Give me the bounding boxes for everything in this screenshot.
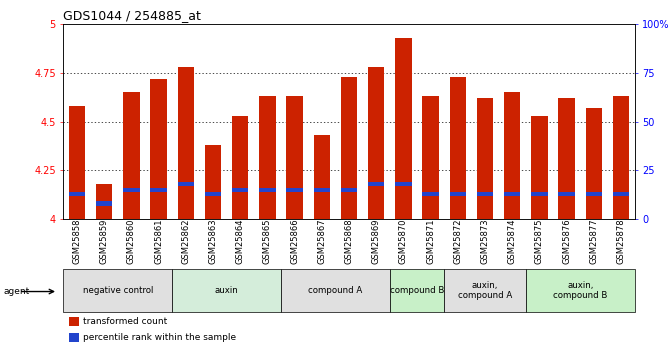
Bar xyxy=(150,188,167,192)
Text: GSM25877: GSM25877 xyxy=(589,218,599,264)
Bar xyxy=(69,191,86,196)
Bar xyxy=(422,96,439,219)
Bar xyxy=(368,67,384,219)
Text: GSM25872: GSM25872 xyxy=(454,218,462,264)
Bar xyxy=(69,106,86,219)
Text: GSM25858: GSM25858 xyxy=(73,218,81,264)
Text: GSM25867: GSM25867 xyxy=(317,218,327,264)
Bar xyxy=(558,98,574,219)
Bar xyxy=(504,191,520,196)
Text: GSM25876: GSM25876 xyxy=(562,218,571,264)
Text: GSM25864: GSM25864 xyxy=(236,218,244,264)
Bar xyxy=(124,188,140,192)
Bar xyxy=(96,184,112,219)
Text: auxin: auxin xyxy=(215,286,238,295)
Text: GSM25868: GSM25868 xyxy=(345,218,353,264)
Bar xyxy=(178,67,194,219)
Bar xyxy=(395,38,411,219)
Bar xyxy=(178,182,194,186)
Bar xyxy=(314,135,330,219)
Text: auxin,
compound A: auxin, compound A xyxy=(458,281,512,300)
Bar xyxy=(477,98,493,219)
Bar xyxy=(259,96,276,219)
Bar xyxy=(586,108,602,219)
Text: agent: agent xyxy=(3,287,29,296)
Text: percentile rank within the sample: percentile rank within the sample xyxy=(84,333,236,342)
Bar xyxy=(422,191,439,196)
Text: GSM25874: GSM25874 xyxy=(508,218,517,264)
Bar xyxy=(450,77,466,219)
Bar xyxy=(390,269,444,312)
Text: auxin,
compound B: auxin, compound B xyxy=(553,281,607,300)
Bar xyxy=(287,96,303,219)
Text: GSM25860: GSM25860 xyxy=(127,218,136,264)
Text: GSM25870: GSM25870 xyxy=(399,218,408,264)
Text: compound A: compound A xyxy=(309,286,363,295)
Text: GSM25863: GSM25863 xyxy=(208,218,218,264)
Text: transformed count: transformed count xyxy=(84,317,168,326)
Text: GSM25878: GSM25878 xyxy=(617,218,625,264)
Bar xyxy=(368,182,384,186)
Bar xyxy=(531,116,548,219)
Bar xyxy=(395,182,411,186)
Text: GSM25873: GSM25873 xyxy=(480,218,490,264)
Bar xyxy=(526,269,635,312)
Bar xyxy=(63,269,172,312)
Bar xyxy=(450,191,466,196)
Text: GSM25875: GSM25875 xyxy=(535,218,544,264)
Bar xyxy=(531,191,548,196)
Bar xyxy=(314,188,330,192)
Text: compound B: compound B xyxy=(390,286,444,295)
Bar xyxy=(287,188,303,192)
Bar xyxy=(232,116,248,219)
Text: GSM25865: GSM25865 xyxy=(263,218,272,264)
Bar xyxy=(613,96,629,219)
Bar xyxy=(150,79,167,219)
Text: GSM25859: GSM25859 xyxy=(100,218,109,264)
Bar xyxy=(124,92,140,219)
Bar xyxy=(586,191,602,196)
Bar xyxy=(259,188,276,192)
Bar xyxy=(69,333,79,342)
Bar xyxy=(504,92,520,219)
Bar xyxy=(96,201,112,206)
Bar xyxy=(69,317,79,326)
Bar xyxy=(232,188,248,192)
Bar xyxy=(558,191,574,196)
Bar xyxy=(172,269,281,312)
Bar xyxy=(281,269,390,312)
Text: GSM25866: GSM25866 xyxy=(290,218,299,264)
Bar xyxy=(341,188,357,192)
Bar xyxy=(477,191,493,196)
Text: negative control: negative control xyxy=(83,286,153,295)
Text: GDS1044 / 254885_at: GDS1044 / 254885_at xyxy=(63,9,201,22)
Text: GSM25862: GSM25862 xyxy=(181,218,190,264)
Bar xyxy=(205,145,221,219)
Bar xyxy=(444,269,526,312)
Bar xyxy=(341,77,357,219)
Text: GSM25861: GSM25861 xyxy=(154,218,163,264)
Bar xyxy=(205,191,221,196)
Text: GSM25871: GSM25871 xyxy=(426,218,435,264)
Bar xyxy=(613,191,629,196)
Text: GSM25869: GSM25869 xyxy=(371,218,381,264)
